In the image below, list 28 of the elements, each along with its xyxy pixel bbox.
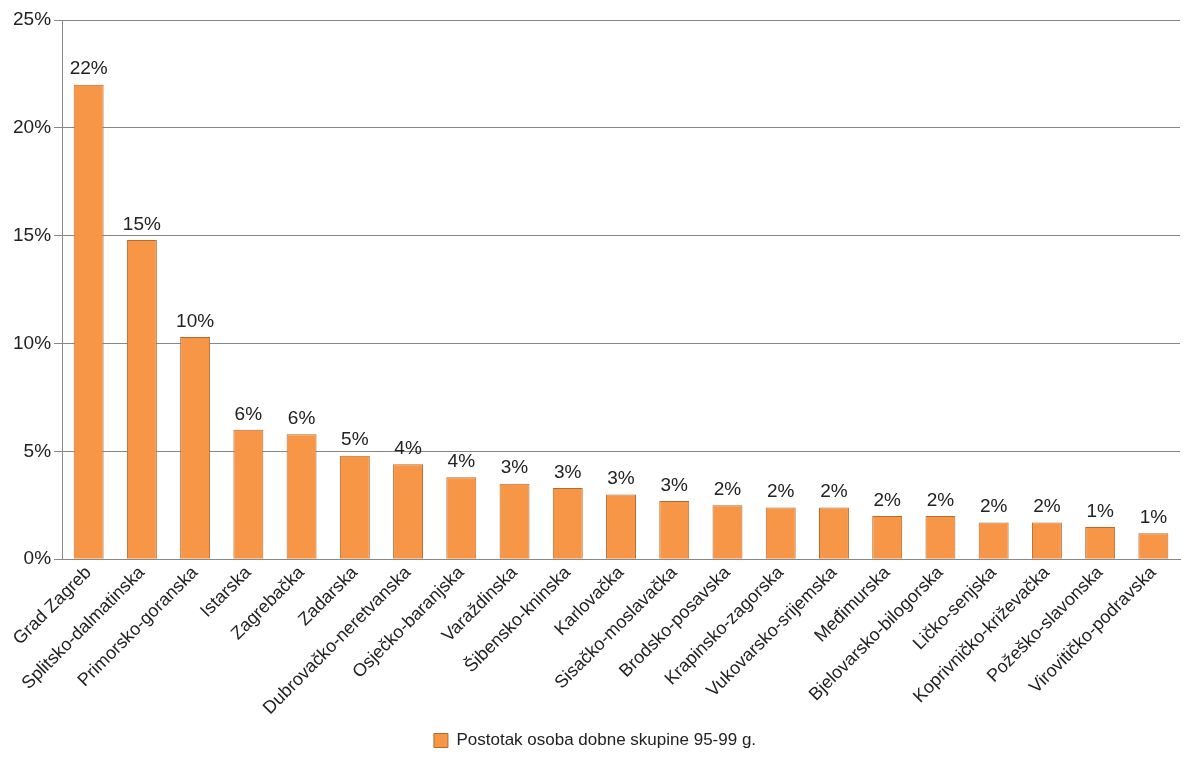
data-label: 1% (1139, 506, 1168, 528)
y-tick-label: 15% (13, 223, 52, 245)
data-label: 3% (607, 467, 635, 489)
data-label: 1% (1086, 499, 1114, 521)
data-label: 2% (820, 480, 848, 502)
data-label: 2% (979, 495, 1008, 517)
data-label: 3% (554, 460, 582, 482)
data-label: 2% (926, 488, 955, 510)
y-tick-label: 20% (13, 116, 52, 138)
data-label: 15% (122, 212, 161, 234)
data-label: 2% (873, 488, 902, 510)
data-label: 10% (176, 309, 215, 331)
data-label: 3% (500, 456, 529, 478)
data-label: 2% (766, 480, 795, 502)
data-label: 6% (287, 406, 316, 428)
y-tick-label: 0% (23, 547, 52, 569)
y-tick-label: 10% (13, 331, 52, 353)
data-label: 4% (394, 437, 422, 459)
data-label: 2% (713, 478, 742, 500)
data-label: 22% (69, 57, 108, 79)
data-label: 2% (1033, 495, 1061, 517)
y-tick-label: 25% (13, 8, 52, 30)
data-label: 4% (447, 450, 476, 471)
data-label: 5% (341, 428, 369, 450)
legend-label: Postotak osoba dobne skupine 95-99 g. (456, 730, 757, 750)
y-tick-label: 5% (23, 439, 52, 461)
data-label: 6% (234, 402, 263, 424)
data-label: 3% (660, 473, 689, 495)
